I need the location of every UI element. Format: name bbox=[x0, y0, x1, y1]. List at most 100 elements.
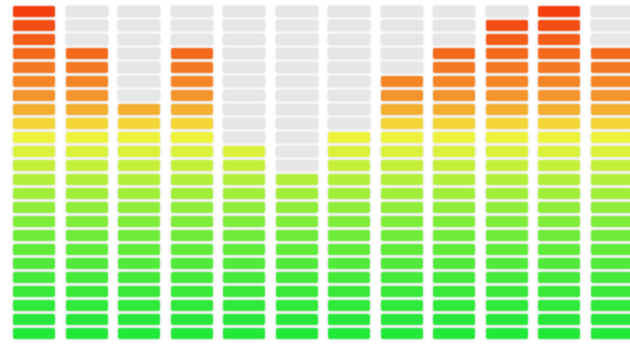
meter-segment-lit bbox=[380, 174, 423, 185]
meter-segment-lit bbox=[590, 244, 630, 255]
meter-segment-lit bbox=[275, 258, 318, 269]
meter-segment-unlit bbox=[275, 160, 318, 171]
meter-segment-lit bbox=[380, 328, 423, 339]
meter-segment-unlit bbox=[223, 104, 265, 115]
meter-segment-lit bbox=[118, 118, 160, 129]
meter-segment-lit bbox=[13, 244, 55, 255]
meter-segment-unlit bbox=[275, 20, 318, 31]
meter-segment-lit bbox=[118, 160, 160, 171]
meter-segment-lit bbox=[65, 118, 108, 129]
meter-segment-lit bbox=[65, 146, 108, 157]
meter-segment-lit bbox=[118, 328, 160, 339]
meter-segment-unlit bbox=[275, 62, 318, 73]
meter-segment-lit bbox=[433, 118, 475, 129]
meter-column-4 bbox=[170, 6, 213, 343]
meter-segment-lit bbox=[485, 202, 528, 213]
meter-segment-lit bbox=[380, 146, 423, 157]
meter-segment-unlit bbox=[170, 34, 213, 45]
meter-segment-unlit bbox=[118, 34, 160, 45]
meter-segment-lit bbox=[118, 300, 160, 311]
meter-segment-lit bbox=[380, 104, 423, 115]
meter-segment-lit bbox=[13, 160, 55, 171]
meter-segment-lit bbox=[485, 188, 528, 199]
meter-segment-lit bbox=[433, 160, 475, 171]
meter-segment-lit bbox=[590, 314, 630, 325]
meter-segment-lit bbox=[590, 300, 630, 311]
meter-segment-lit bbox=[170, 272, 213, 283]
meter-segment-lit bbox=[13, 6, 55, 17]
meter-segment-lit bbox=[328, 314, 370, 325]
meter-segment-lit bbox=[380, 188, 423, 199]
meter-segment-lit bbox=[13, 272, 55, 283]
meter-segment-lit bbox=[275, 328, 318, 339]
meter-segment-lit bbox=[590, 188, 630, 199]
meter-segment-lit bbox=[13, 132, 55, 143]
meter-segment-lit bbox=[380, 216, 423, 227]
meter-segment-lit bbox=[485, 258, 528, 269]
meter-segment-lit bbox=[13, 202, 55, 213]
meter-segment-lit bbox=[13, 104, 55, 115]
meter-segment-lit bbox=[485, 104, 528, 115]
meter-segment-lit bbox=[275, 300, 318, 311]
meter-segment-lit bbox=[118, 230, 160, 241]
meter-segment-lit bbox=[590, 76, 630, 87]
meter-segment-unlit bbox=[65, 6, 108, 17]
meter-segment-lit bbox=[433, 244, 475, 255]
meter-segment-lit bbox=[170, 258, 213, 269]
meter-column-10 bbox=[485, 6, 528, 343]
meter-segment-lit bbox=[223, 272, 265, 283]
meter-segment-unlit bbox=[380, 6, 423, 17]
meter-segment-lit bbox=[65, 104, 108, 115]
meter-segment-lit bbox=[380, 286, 423, 297]
meter-segment-lit bbox=[328, 300, 370, 311]
meter-segment-unlit bbox=[223, 34, 265, 45]
meter-segment-lit bbox=[328, 244, 370, 255]
meter-segment-lit bbox=[13, 286, 55, 297]
meter-segment-lit bbox=[118, 314, 160, 325]
meter-segment-unlit bbox=[223, 76, 265, 87]
meter-segment-unlit bbox=[590, 34, 630, 45]
meter-segment-lit bbox=[13, 328, 55, 339]
meter-segment-lit bbox=[223, 244, 265, 255]
meter-segment-lit bbox=[433, 62, 475, 73]
meter-segment-unlit bbox=[433, 34, 475, 45]
meter-segment-lit bbox=[380, 90, 423, 101]
meter-segment-lit bbox=[65, 90, 108, 101]
meter-segment-lit bbox=[118, 132, 160, 143]
meter-segment-lit bbox=[223, 216, 265, 227]
meter-segment-lit bbox=[380, 258, 423, 269]
meter-segment-unlit bbox=[118, 62, 160, 73]
meter-segment-unlit bbox=[275, 132, 318, 143]
meter-segment-lit bbox=[223, 160, 265, 171]
meter-segment-lit bbox=[170, 286, 213, 297]
meter-segment-lit bbox=[118, 146, 160, 157]
meter-segment-lit bbox=[433, 146, 475, 157]
meter-segment-lit bbox=[538, 202, 580, 213]
meter-segment-unlit bbox=[275, 118, 318, 129]
meter-segment-lit bbox=[328, 286, 370, 297]
meter-segment-lit bbox=[223, 174, 265, 185]
meter-column-11 bbox=[538, 6, 580, 343]
meter-segment-unlit bbox=[223, 48, 265, 59]
meter-segment-lit bbox=[433, 174, 475, 185]
meter-segment-unlit bbox=[223, 132, 265, 143]
meter-segment-lit bbox=[223, 328, 265, 339]
meter-segment-lit bbox=[170, 104, 213, 115]
meter-segment-lit bbox=[275, 202, 318, 213]
meter-segment-unlit bbox=[223, 20, 265, 31]
meter-segment-lit bbox=[65, 300, 108, 311]
meter-segment-lit bbox=[590, 202, 630, 213]
meter-segment-lit bbox=[65, 216, 108, 227]
meter-segment-lit bbox=[538, 230, 580, 241]
meter-segment-lit bbox=[590, 216, 630, 227]
meter-segment-lit bbox=[170, 188, 213, 199]
meter-segment-lit bbox=[433, 188, 475, 199]
meter-segment-lit bbox=[538, 34, 580, 45]
meter-segment-lit bbox=[223, 202, 265, 213]
meter-segment-lit bbox=[485, 132, 528, 143]
meter-segment-lit bbox=[485, 118, 528, 129]
meter-segment-lit bbox=[590, 62, 630, 73]
meter-segment-unlit bbox=[433, 6, 475, 17]
meter-segment-lit bbox=[170, 174, 213, 185]
meter-segment-lit bbox=[485, 146, 528, 157]
